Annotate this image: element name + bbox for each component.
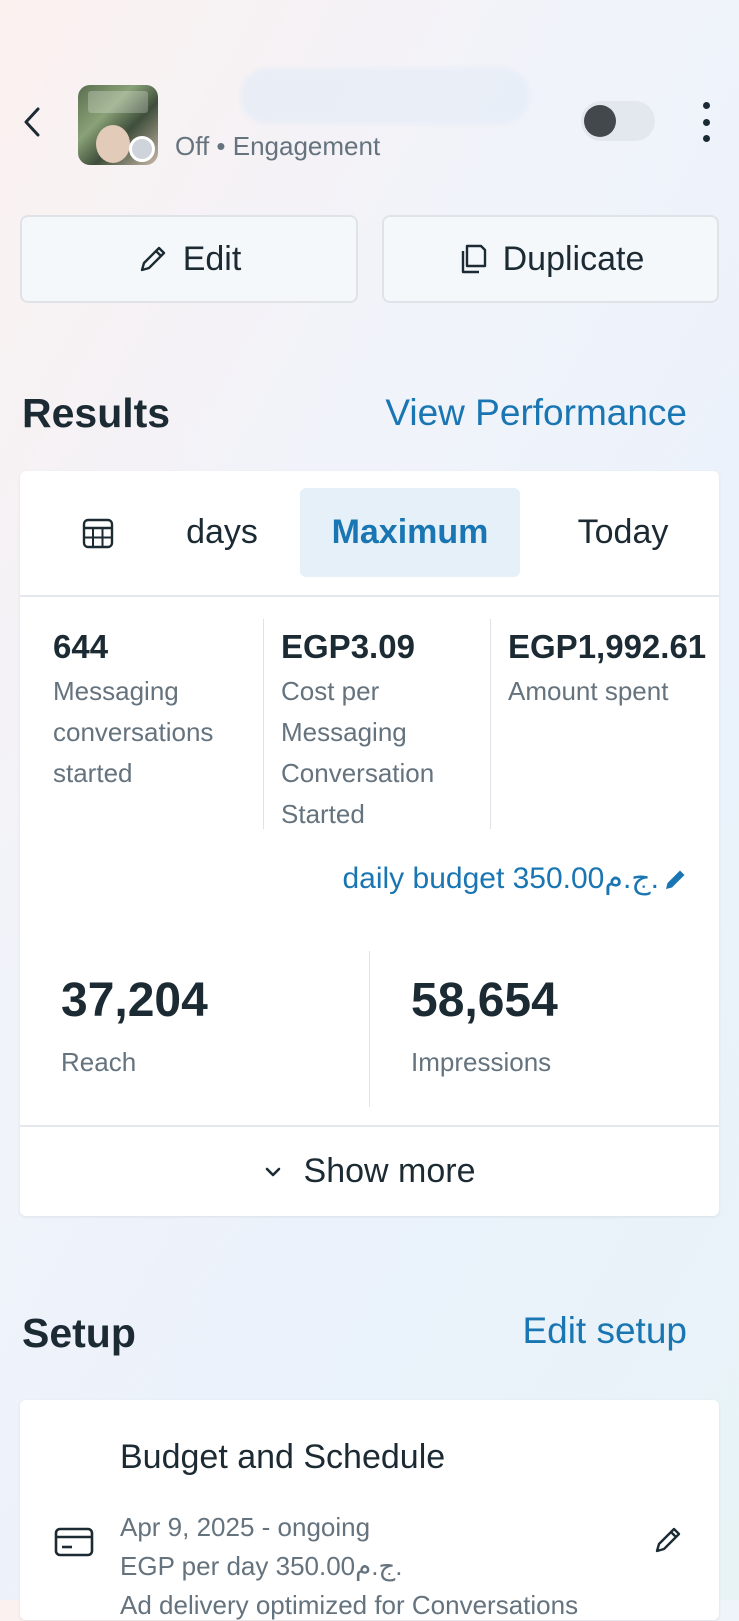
metric-divider bbox=[369, 951, 370, 1107]
chevron-down-icon bbox=[265, 1167, 280, 1176]
daily-budget-link[interactable]: daily budget 350.00ج.م. bbox=[342, 861, 689, 896]
more-dot bbox=[702, 118, 710, 126]
daily-budget-text: daily budget 350.00ج.م. bbox=[342, 862, 659, 895]
duplicate-button[interactable]: Duplicate bbox=[382, 215, 719, 303]
metric-conversations: 644 Messaging conversations started bbox=[53, 623, 253, 794]
metric-divider bbox=[263, 619, 264, 829]
edit-label: Edit bbox=[182, 239, 242, 278]
results-card: days Maximum Today 644 Messaging convers… bbox=[20, 471, 719, 1216]
pencil-icon bbox=[655, 1527, 681, 1553]
pencil-icon bbox=[666, 870, 685, 889]
more-vertical-icon bbox=[702, 102, 710, 109]
budget-amount: EGP per day 350.00ج.م. bbox=[120, 1551, 403, 1581]
metric-label: Messaging conversations started bbox=[53, 676, 214, 788]
duplicate-label: Duplicate bbox=[502, 239, 645, 278]
tab-days[interactable]: days bbox=[186, 513, 258, 551]
impressions-metric: 58,654 Impressions bbox=[411, 971, 558, 1078]
impressions-value: 58,654 bbox=[411, 974, 558, 1027]
budget-schedule-card[interactable]: Budget and Schedule Apr 9, 2025 - ongoin… bbox=[20, 1400, 719, 1620]
metric-label: Amount spent bbox=[508, 676, 669, 706]
pencil-icon bbox=[140, 246, 165, 272]
more-dot bbox=[702, 135, 710, 142]
edit-budget-button[interactable] bbox=[652, 1524, 684, 1561]
metric-label: Cost per Messaging Conversation Started bbox=[281, 676, 435, 829]
ad-thumbnail bbox=[78, 85, 158, 165]
duplicate-icon bbox=[461, 244, 486, 274]
metric-divider bbox=[490, 619, 491, 829]
schedule-dates: Apr 9, 2025 - ongoing bbox=[120, 1512, 371, 1542]
show-more-button[interactable]: Show more bbox=[20, 1127, 719, 1216]
metric-value: 644 bbox=[53, 628, 109, 665]
edit-setup-link[interactable]: Edit setup bbox=[522, 1310, 687, 1351]
toggle-knob bbox=[584, 105, 616, 137]
divider bbox=[20, 1125, 719, 1127]
budget-schedule-title: Budget and Schedule bbox=[120, 1438, 446, 1476]
optimization-goal: Ad delivery optimized for Conversations bbox=[120, 1590, 579, 1620]
card-icon bbox=[54, 1526, 94, 1563]
campaign-toggle[interactable] bbox=[581, 101, 655, 141]
back-button[interactable] bbox=[16, 100, 48, 144]
calendar-tab[interactable] bbox=[78, 488, 118, 577]
results-title: Results bbox=[22, 390, 171, 436]
back-chevron-icon bbox=[24, 107, 40, 137]
metric-cost-per-conversation: EGP3.09 Cost per Messaging Conversation … bbox=[281, 623, 481, 835]
reach-value: 37,204 bbox=[61, 974, 208, 1027]
thumbnail-overlay bbox=[88, 91, 148, 113]
metric-value: EGP3.09 bbox=[281, 628, 415, 665]
reach-label: Reach bbox=[61, 1047, 137, 1077]
metric-value: EGP1,992.61 bbox=[508, 628, 707, 665]
edit-button[interactable]: Edit bbox=[20, 215, 358, 303]
setup-title: Setup bbox=[22, 1310, 136, 1356]
tab-today[interactable]: Today bbox=[577, 513, 669, 551]
date-range-tabs: days Maximum Today bbox=[20, 471, 719, 597]
tab-maximum[interactable]: Maximum bbox=[300, 488, 520, 577]
show-more-label: Show more bbox=[303, 1152, 476, 1190]
view-performance-link[interactable]: View Performance bbox=[385, 392, 687, 433]
calendar-icon bbox=[82, 518, 114, 548]
campaign-name-redacted bbox=[240, 68, 530, 124]
more-options-button[interactable] bbox=[692, 102, 720, 142]
reach-metric: 37,204 Reach bbox=[61, 971, 208, 1078]
impressions-label: Impressions bbox=[411, 1047, 552, 1077]
thumbnail-figure bbox=[96, 125, 130, 163]
status-dot bbox=[129, 136, 155, 162]
campaign-status: Off • Engagement bbox=[175, 131, 381, 161]
metric-amount-spent: EGP1,992.61 Amount spent bbox=[508, 623, 708, 712]
